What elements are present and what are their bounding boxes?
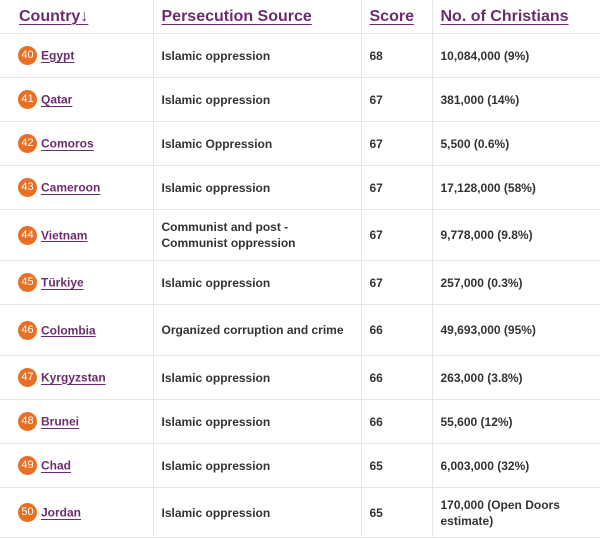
column-header-score[interactable]: Score (360, 0, 432, 34)
score-cell: 65 (360, 443, 432, 488)
persecution-source-cell: Islamic oppression (152, 77, 361, 122)
persecution-source-cell: Communist and post - Communist oppressio… (152, 209, 361, 261)
country-link[interactable]: Qatar (41, 92, 73, 107)
score-cell: 65 (360, 487, 432, 538)
table-row: 45 Türkiye Islamic oppression 67 257,000 … (0, 260, 600, 305)
country-header-text: Country (19, 7, 81, 25)
country-cell: 42 Comoros (0, 121, 153, 166)
country-cell: 48 Brunei (0, 399, 153, 444)
rank-badge: 46 (18, 320, 37, 340)
christians-cell: 170,000 (Open Doors estimate) (431, 487, 600, 538)
table-row: 44 Vietnam Communist and post - Communist… (0, 209, 600, 261)
christians-header-label[interactable]: No. of Christians (440, 7, 569, 25)
persecution-source-cell: Islamic Oppression (152, 121, 361, 166)
country-cell: 40 Egypt (0, 33, 153, 78)
table-row: 46 Colombia Organized corruption and crim… (0, 304, 600, 356)
country-link[interactable]: Colombia (41, 323, 96, 337)
country-link[interactable]: Cameroon (41, 180, 101, 195)
country-link[interactable]: Comoros (41, 136, 94, 151)
country-link[interactable]: Vietnam (41, 228, 88, 242)
table-row: 41 Qatar Islamic oppression 67 381,000 (1… (0, 77, 600, 122)
score-cell: 66 (360, 399, 432, 444)
persecution-source-header-label[interactable]: Persecution Source (161, 7, 312, 25)
column-header-christians[interactable]: No. of Christians (431, 0, 600, 34)
christians-cell: 381,000 (14%) (431, 77, 600, 122)
rank-badge: 44 (18, 225, 37, 245)
sort-down-arrow-icon[interactable]: ↓ (80, 7, 89, 25)
table-row: 49 Chad Islamic oppression 65 6,003,000 (… (0, 443, 600, 488)
rank-badge: 49 (18, 456, 37, 475)
country-link[interactable]: Kyrgyzstan (41, 370, 106, 385)
country-cell: 49 Chad (0, 443, 153, 488)
table-row: 42 Comoros Islamic Oppression 67 5,500 (0… (0, 121, 600, 166)
christians-cell: 17,128,000 (58%) (431, 165, 600, 210)
score-cell: 66 (360, 304, 432, 356)
persecution-source-cell: Organized corruption and crime (152, 304, 361, 356)
persecution-source-cell: Islamic oppression (152, 487, 361, 538)
rank-badge: 41 (18, 90, 37, 109)
rank-badge: 43 (18, 178, 37, 197)
country-cell: 50 Jordan (0, 487, 153, 538)
rank-badge: 40 (18, 46, 37, 65)
score-cell: 67 (360, 77, 432, 122)
country-cell: 44 Vietnam (0, 209, 153, 261)
score-cell: 67 (360, 165, 432, 210)
christians-cell: 9,778,000 (9.8%) (431, 209, 600, 261)
persecution-source-cell: Islamic oppression (152, 165, 361, 210)
christians-cell: 49,693,000 (95%) (431, 304, 600, 356)
rank-badge: 50 (18, 503, 37, 522)
country-cell: 43 Cameroon (0, 165, 153, 210)
persecution-source-cell: Islamic oppression (152, 355, 361, 400)
score-header-label[interactable]: Score (369, 7, 414, 25)
table-row: 43 Cameroon Islamic oppression 67 17,128,… (0, 165, 600, 210)
table-row: 48 Brunei Islamic oppression 66 55,600 (1… (0, 399, 600, 444)
score-cell: 68 (360, 33, 432, 78)
rank-badge: 42 (18, 134, 37, 153)
persecution-source-cell: Islamic oppression (152, 260, 361, 305)
christians-cell: 263,000 (3.8%) (431, 355, 600, 400)
rank-badge: 45 (18, 273, 37, 292)
country-header-label[interactable]: Country↓ (19, 8, 88, 25)
persecution-source-cell: Islamic oppression (152, 399, 361, 444)
table-row: 47 Kyrgyzstan Islamic oppression 66 263,0… (0, 355, 600, 400)
table-row: 50 Jordan Islamic oppression 65 170,000 (… (0, 487, 600, 538)
rank-badge: 48 (18, 412, 37, 431)
country-cell: 45 Türkiye (0, 260, 153, 305)
christians-cell: 6,003,000 (32%) (431, 443, 600, 488)
score-cell: 67 (360, 260, 432, 305)
country-cell: 46 Colombia (0, 304, 153, 356)
persecution-source-cell: Islamic oppression (152, 443, 361, 488)
christians-cell: 5,500 (0.6%) (431, 121, 600, 166)
country-link[interactable]: Chad (41, 458, 71, 473)
column-header-persecution-source[interactable]: Persecution Source (152, 0, 361, 34)
christians-cell: 257,000 (0.3%) (431, 260, 600, 305)
country-cell: 47 Kyrgyzstan (0, 355, 153, 400)
table-body: 40 Egypt Islamic oppression 68 10,084,000… (0, 33, 600, 538)
score-cell: 67 (360, 209, 432, 261)
column-header-country[interactable]: Country↓ (0, 0, 153, 34)
country-link[interactable]: Brunei (41, 414, 80, 429)
table-header: Country↓ Persecution Source Score No. of… (0, 0, 600, 34)
country-link[interactable]: Egypt (41, 48, 75, 63)
country-link[interactable]: Jordan (41, 505, 82, 520)
score-cell: 67 (360, 121, 432, 166)
country-cell: 41 Qatar (0, 77, 153, 122)
rank-badge: 47 (18, 368, 37, 387)
persecution-source-cell: Islamic oppression (152, 33, 361, 78)
header-row: Country↓ Persecution Source Score No. of… (0, 0, 600, 34)
score-cell: 66 (360, 355, 432, 400)
christians-cell: 10,084,000 (9%) (431, 33, 600, 78)
christians-cell: 55,600 (12%) (431, 399, 600, 444)
table-row: 40 Egypt Islamic oppression 68 10,084,000… (0, 33, 600, 78)
country-link[interactable]: Türkiye (41, 275, 84, 290)
